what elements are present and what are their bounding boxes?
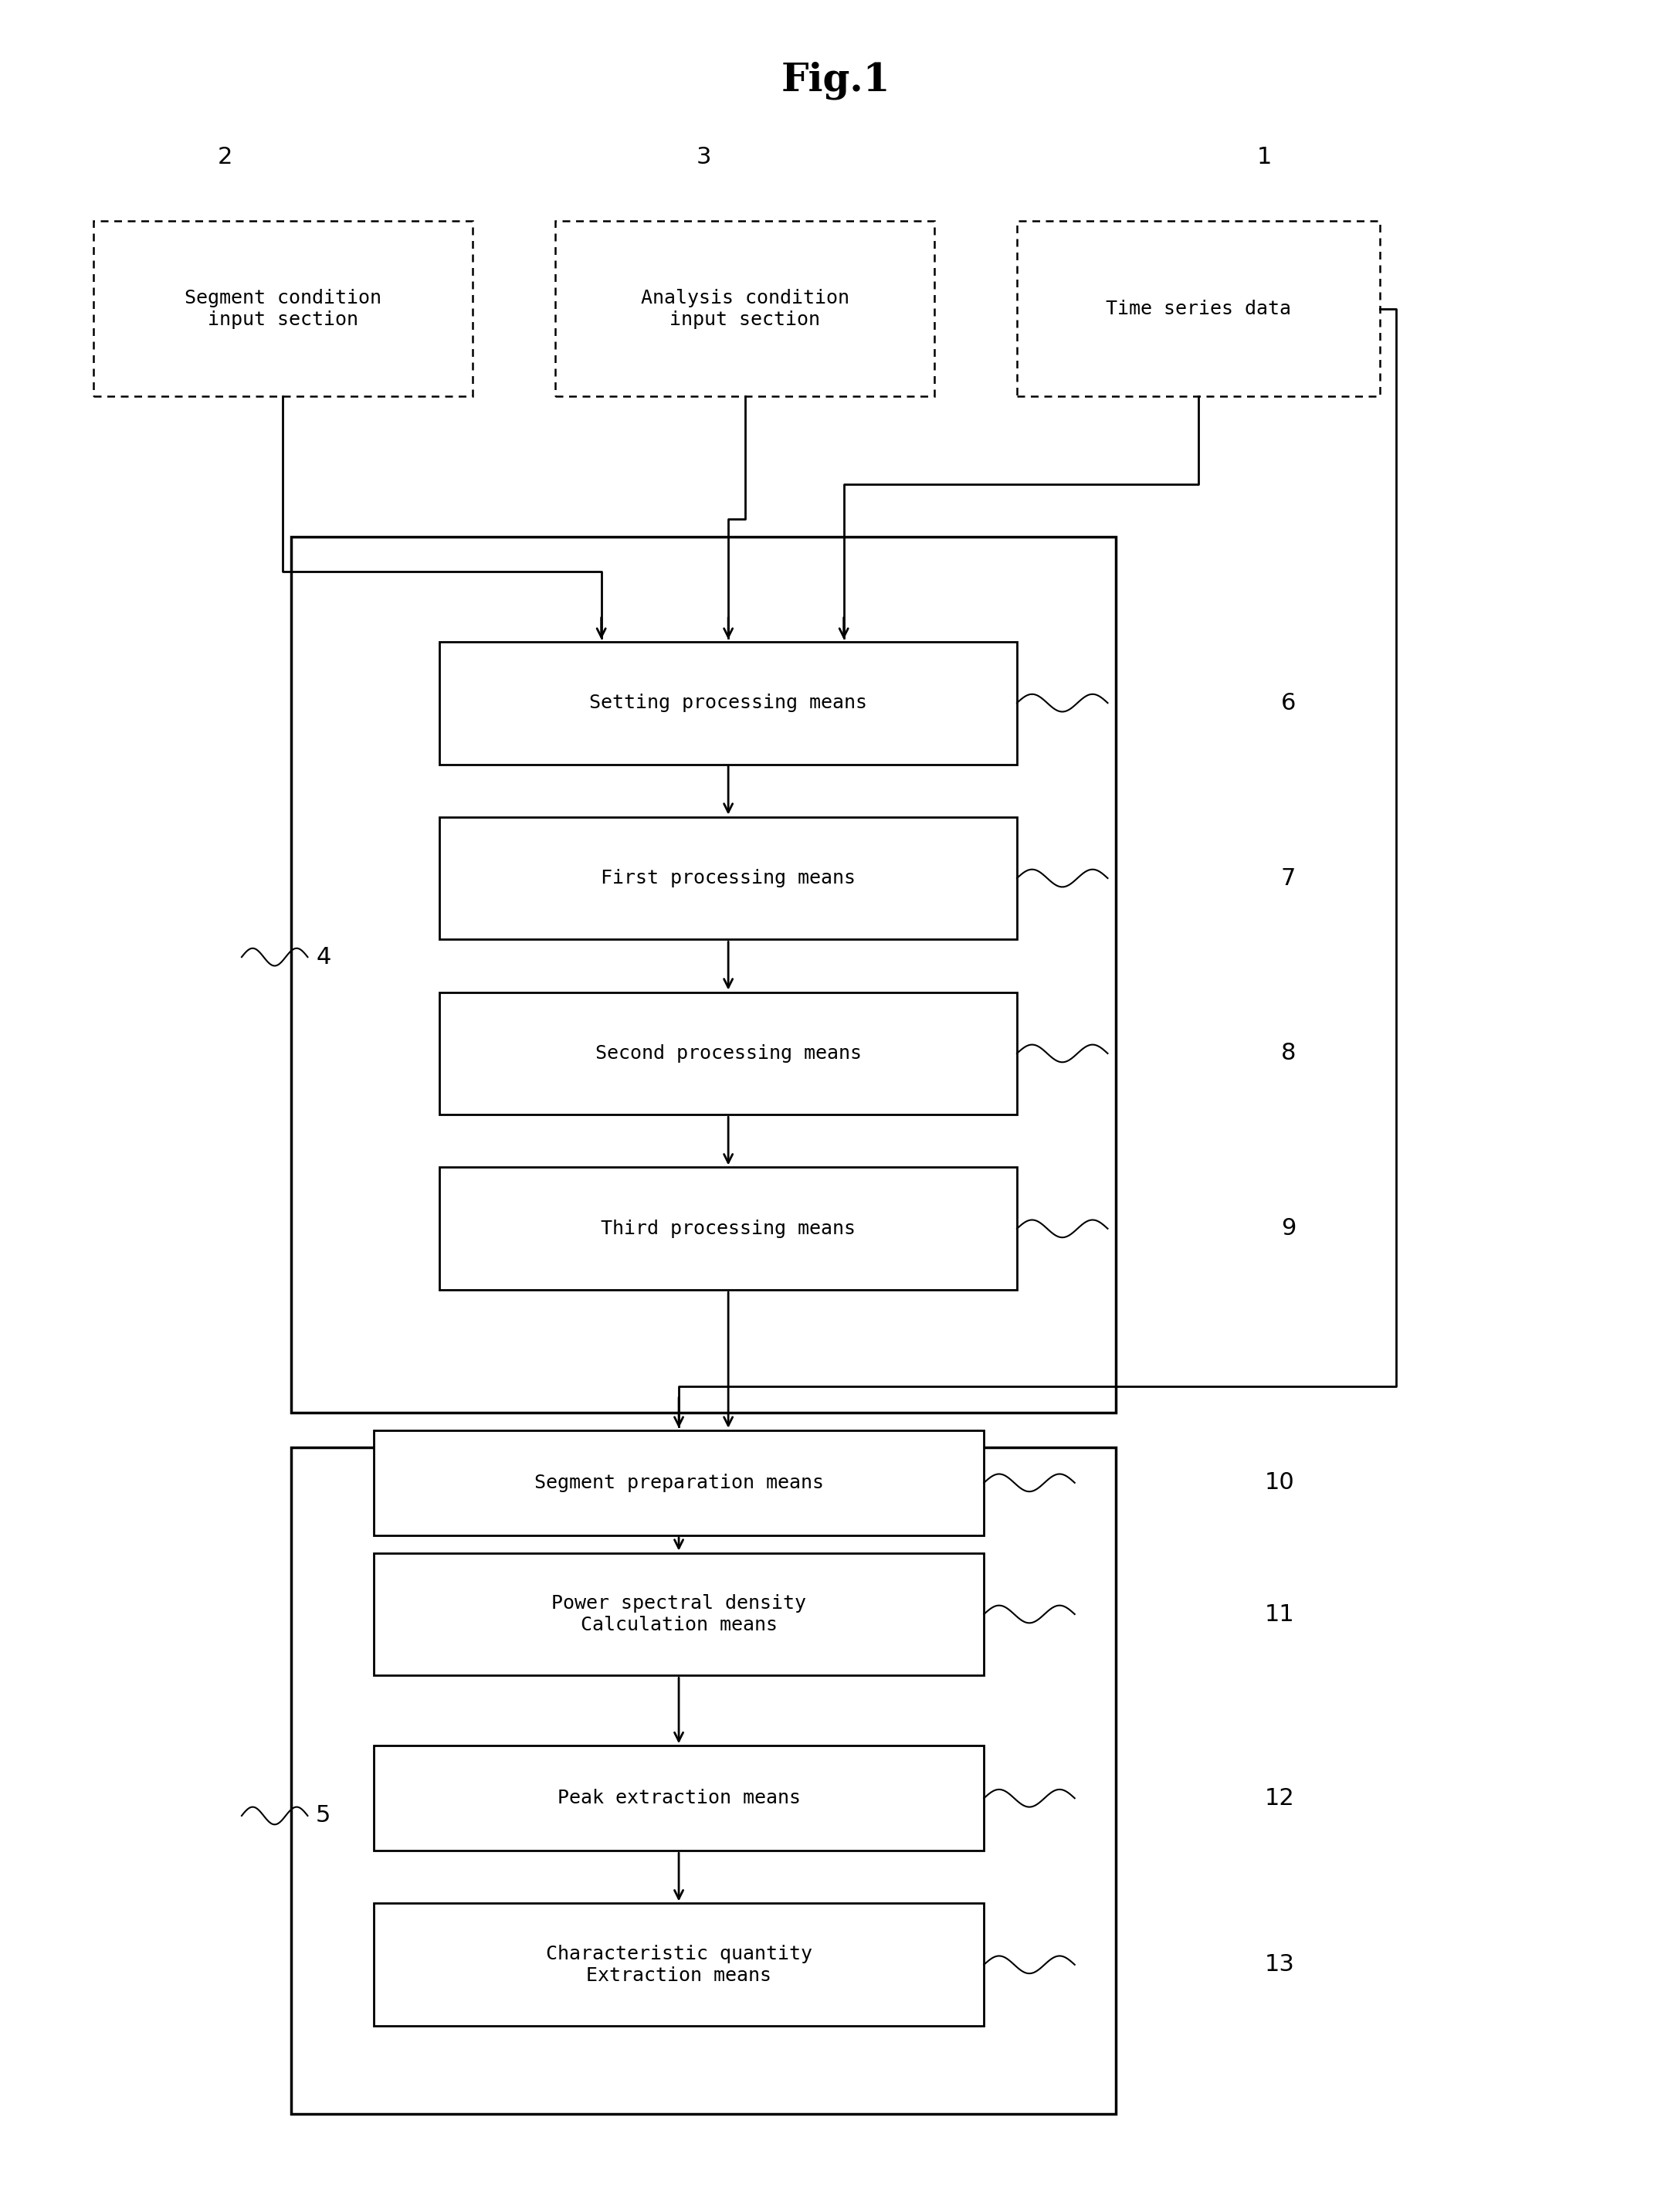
Text: 1: 1 — [1257, 146, 1272, 168]
Text: Segment preparation means: Segment preparation means — [535, 1473, 824, 1493]
Text: Fig.1: Fig.1 — [780, 62, 891, 100]
Text: 4: 4 — [316, 947, 331, 969]
Text: Analysis condition
input section: Analysis condition input section — [640, 288, 849, 330]
Bar — [439, 1168, 1018, 1290]
Text: 3: 3 — [697, 146, 712, 168]
Bar — [374, 1431, 984, 1535]
Bar — [374, 1902, 984, 2026]
Text: 5: 5 — [316, 1805, 331, 1827]
Bar — [94, 221, 473, 396]
Bar — [291, 1447, 1116, 2115]
Text: 6: 6 — [1282, 692, 1295, 714]
Text: 8: 8 — [1282, 1042, 1297, 1064]
Text: 11: 11 — [1265, 1604, 1295, 1626]
Text: 9: 9 — [1282, 1217, 1295, 1241]
Bar — [291, 538, 1116, 1413]
Text: Third processing means: Third processing means — [602, 1219, 856, 1239]
Text: Time series data: Time series data — [1106, 299, 1292, 319]
Text: 2: 2 — [217, 146, 232, 168]
Bar — [439, 816, 1018, 940]
Text: 7: 7 — [1282, 867, 1295, 889]
Bar — [439, 993, 1018, 1115]
Bar — [439, 641, 1018, 765]
Text: Power spectral density
Calculation means: Power spectral density Calculation means — [551, 1595, 805, 1635]
Text: 10: 10 — [1265, 1471, 1295, 1493]
Text: Setting processing means: Setting processing means — [590, 695, 867, 712]
Text: First processing means: First processing means — [602, 869, 856, 887]
Bar — [1018, 221, 1380, 396]
Text: Characteristic quantity
Extraction means: Characteristic quantity Extraction means — [546, 1944, 812, 1984]
Text: 12: 12 — [1265, 1787, 1295, 1809]
Bar — [555, 221, 934, 396]
Text: Segment condition
input section: Segment condition input section — [184, 288, 381, 330]
Text: Peak extraction means: Peak extraction means — [556, 1790, 800, 1807]
Text: Second processing means: Second processing means — [595, 1044, 862, 1062]
Text: 13: 13 — [1265, 1953, 1295, 1975]
Bar — [374, 1553, 984, 1674]
Bar — [374, 1745, 984, 1851]
